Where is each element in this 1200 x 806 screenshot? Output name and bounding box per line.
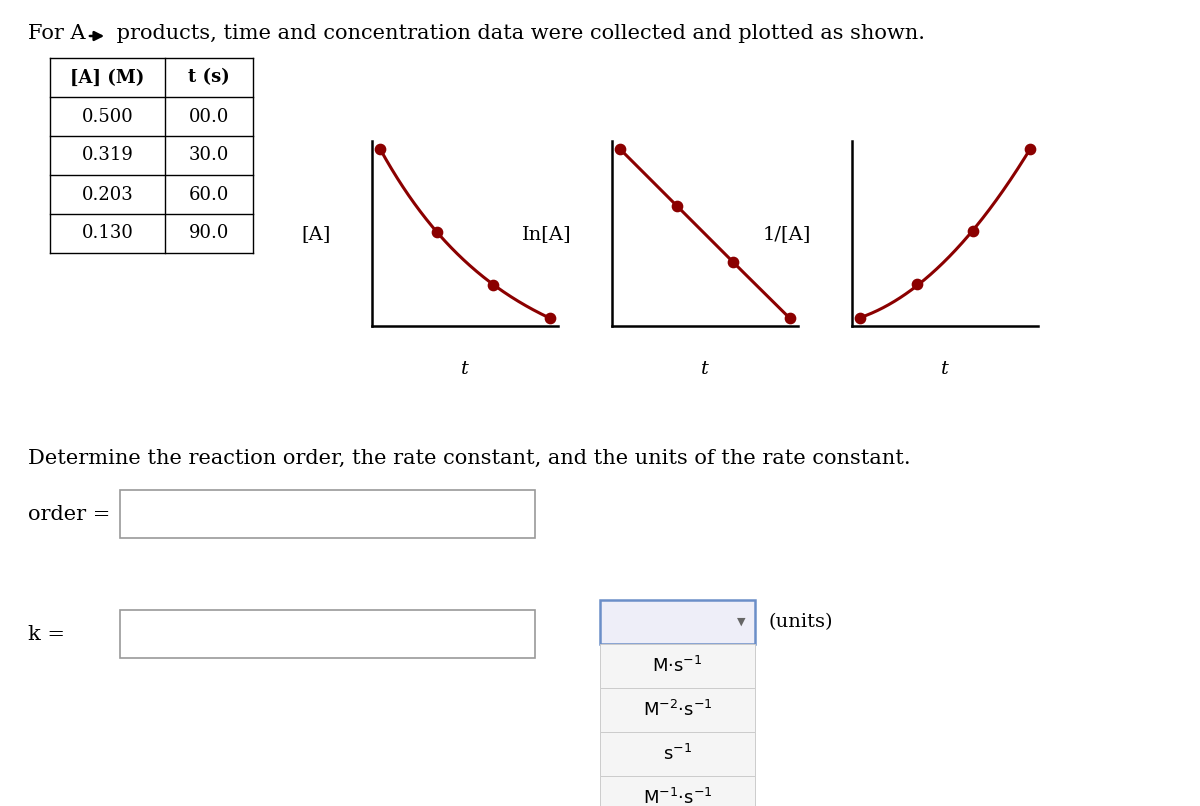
Text: t: t: [941, 359, 949, 378]
FancyBboxPatch shape: [600, 688, 755, 732]
Text: [A]: [A]: [301, 225, 331, 243]
FancyBboxPatch shape: [120, 610, 535, 658]
Text: 0.319: 0.319: [82, 147, 133, 164]
Text: t: t: [701, 359, 709, 378]
Point: [484, 278, 503, 291]
FancyBboxPatch shape: [600, 732, 755, 776]
Text: k =: k =: [28, 625, 65, 643]
Text: 0.500: 0.500: [82, 107, 133, 126]
Text: $\mathrm{M^{-1}{\cdot}s^{-1}}$: $\mathrm{M^{-1}{\cdot}s^{-1}}$: [643, 788, 713, 806]
Text: 0.130: 0.130: [82, 225, 133, 243]
Text: For A: For A: [28, 24, 92, 43]
Text: In[A]: In[A]: [522, 225, 571, 243]
Point: [907, 278, 926, 291]
Text: ▼: ▼: [737, 617, 745, 627]
Text: products, time and concentration data were collected and plotted as shown.: products, time and concentration data we…: [110, 24, 925, 43]
Point: [540, 311, 559, 324]
Point: [611, 143, 630, 156]
Text: t: t: [461, 359, 469, 378]
Text: order =: order =: [28, 505, 110, 524]
Text: 0.203: 0.203: [82, 185, 133, 203]
Text: [A] (M): [A] (M): [71, 69, 145, 86]
Point: [667, 199, 686, 212]
Point: [964, 225, 983, 238]
FancyBboxPatch shape: [600, 600, 755, 644]
FancyBboxPatch shape: [600, 776, 755, 806]
Text: Determine the reaction order, the rate constant, and the units of the rate const: Determine the reaction order, the rate c…: [28, 449, 911, 468]
Text: t (s): t (s): [188, 69, 230, 86]
FancyBboxPatch shape: [120, 490, 535, 538]
Text: 60.0: 60.0: [188, 185, 229, 203]
Point: [724, 256, 743, 268]
Text: (units): (units): [769, 613, 834, 631]
FancyBboxPatch shape: [600, 644, 755, 688]
Text: $\mathrm{s^{-1}}$: $\mathrm{s^{-1}}$: [664, 744, 692, 764]
Point: [427, 226, 446, 239]
Text: 1/[A]: 1/[A]: [763, 225, 811, 243]
Text: 90.0: 90.0: [188, 225, 229, 243]
Point: [851, 312, 870, 325]
Point: [371, 143, 390, 156]
Text: 00.0: 00.0: [188, 107, 229, 126]
Point: [1020, 143, 1039, 156]
Text: $\mathrm{M^{-2}{\cdot}s^{-1}}$: $\mathrm{M^{-2}{\cdot}s^{-1}}$: [643, 700, 713, 720]
Text: $\mathrm{M{\cdot}s^{-1}}$: $\mathrm{M{\cdot}s^{-1}}$: [653, 656, 703, 676]
Text: 30.0: 30.0: [188, 147, 229, 164]
Point: [780, 312, 799, 325]
